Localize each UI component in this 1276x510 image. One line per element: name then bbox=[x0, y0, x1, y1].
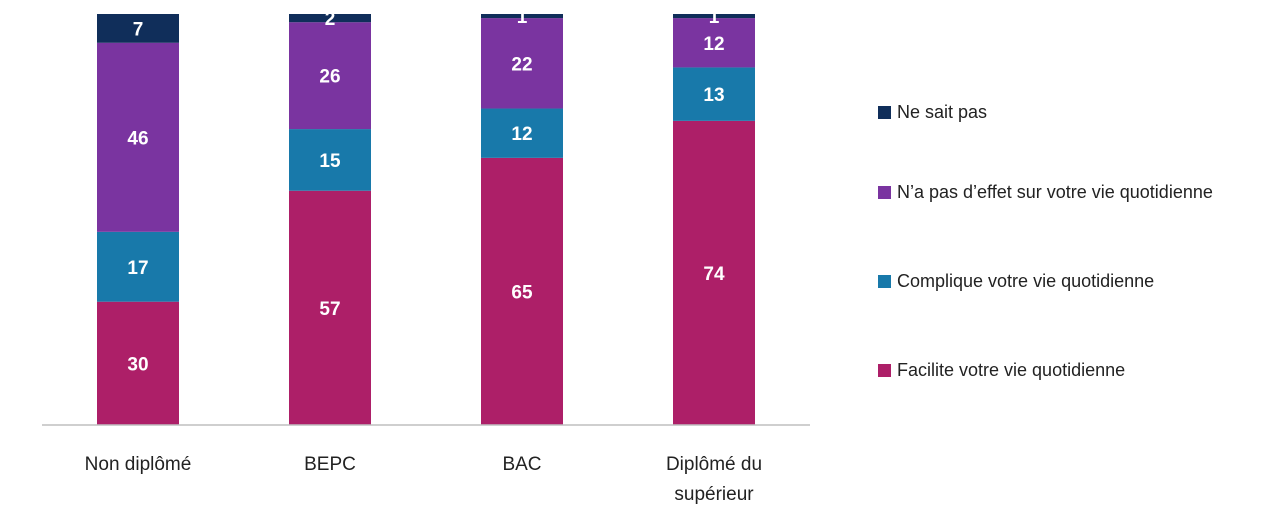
bar-segment bbox=[289, 190, 371, 425]
x-tick-label: Non diplômé bbox=[84, 454, 192, 475]
legend-item: Complique votre vie quotidienne bbox=[878, 266, 1268, 297]
bar-segment bbox=[97, 231, 179, 302]
bar-segment bbox=[481, 108, 563, 158]
data-label: 12 bbox=[511, 124, 532, 145]
legend-swatch bbox=[878, 364, 891, 377]
legend-item: Facilite votre vie quotidienne bbox=[878, 355, 1268, 386]
bar-segment bbox=[289, 129, 371, 191]
legend-label: N’a pas d’effet sur votre vie quotidienn… bbox=[897, 182, 1213, 202]
bar-segment bbox=[481, 18, 563, 109]
data-label: 65 bbox=[511, 282, 533, 303]
bar-segment bbox=[289, 22, 371, 130]
legend-label: Ne sait pas bbox=[897, 102, 988, 122]
bar-segment bbox=[673, 14, 755, 19]
data-label: 13 bbox=[703, 85, 724, 106]
data-label: 1 bbox=[517, 7, 528, 28]
data-label: 30 bbox=[127, 354, 148, 375]
bar-segment bbox=[481, 157, 563, 425]
data-label: 1 bbox=[709, 7, 720, 28]
x-tick-label: BEPC bbox=[304, 454, 356, 475]
bar-segment bbox=[97, 14, 179, 43]
legend-label: Facilite votre vie quotidienne bbox=[897, 360, 1126, 380]
legend-swatch bbox=[878, 186, 891, 199]
data-label: 74 bbox=[703, 264, 725, 285]
legend-swatch bbox=[878, 275, 891, 288]
legend-item: Ne sait pas bbox=[878, 97, 1268, 128]
bar-segment bbox=[289, 14, 371, 23]
bar-segment bbox=[673, 120, 755, 426]
bar-segment bbox=[673, 67, 755, 121]
legend-item: N’a pas d’effet sur votre vie quotidienn… bbox=[878, 177, 1268, 208]
bar-segment bbox=[481, 14, 563, 19]
data-label: 15 bbox=[319, 151, 341, 172]
x-tick-label: Diplômé du supérieur bbox=[665, 454, 763, 505]
bar-segment bbox=[673, 18, 755, 68]
legend-label: Complique votre vie quotidienne bbox=[897, 271, 1155, 291]
data-label: 12 bbox=[703, 34, 724, 55]
legend-swatch bbox=[878, 106, 891, 119]
data-label: 22 bbox=[511, 54, 532, 75]
data-label: 46 bbox=[127, 128, 148, 149]
data-label: 7 bbox=[133, 19, 144, 40]
data-label: 17 bbox=[127, 258, 148, 279]
bar-segment bbox=[97, 42, 179, 232]
data-label: 2 bbox=[325, 9, 336, 30]
data-label: 26 bbox=[319, 67, 340, 88]
x-tick-label: BAC bbox=[502, 454, 542, 475]
bar-segment bbox=[97, 301, 179, 425]
data-label: 57 bbox=[319, 299, 340, 320]
